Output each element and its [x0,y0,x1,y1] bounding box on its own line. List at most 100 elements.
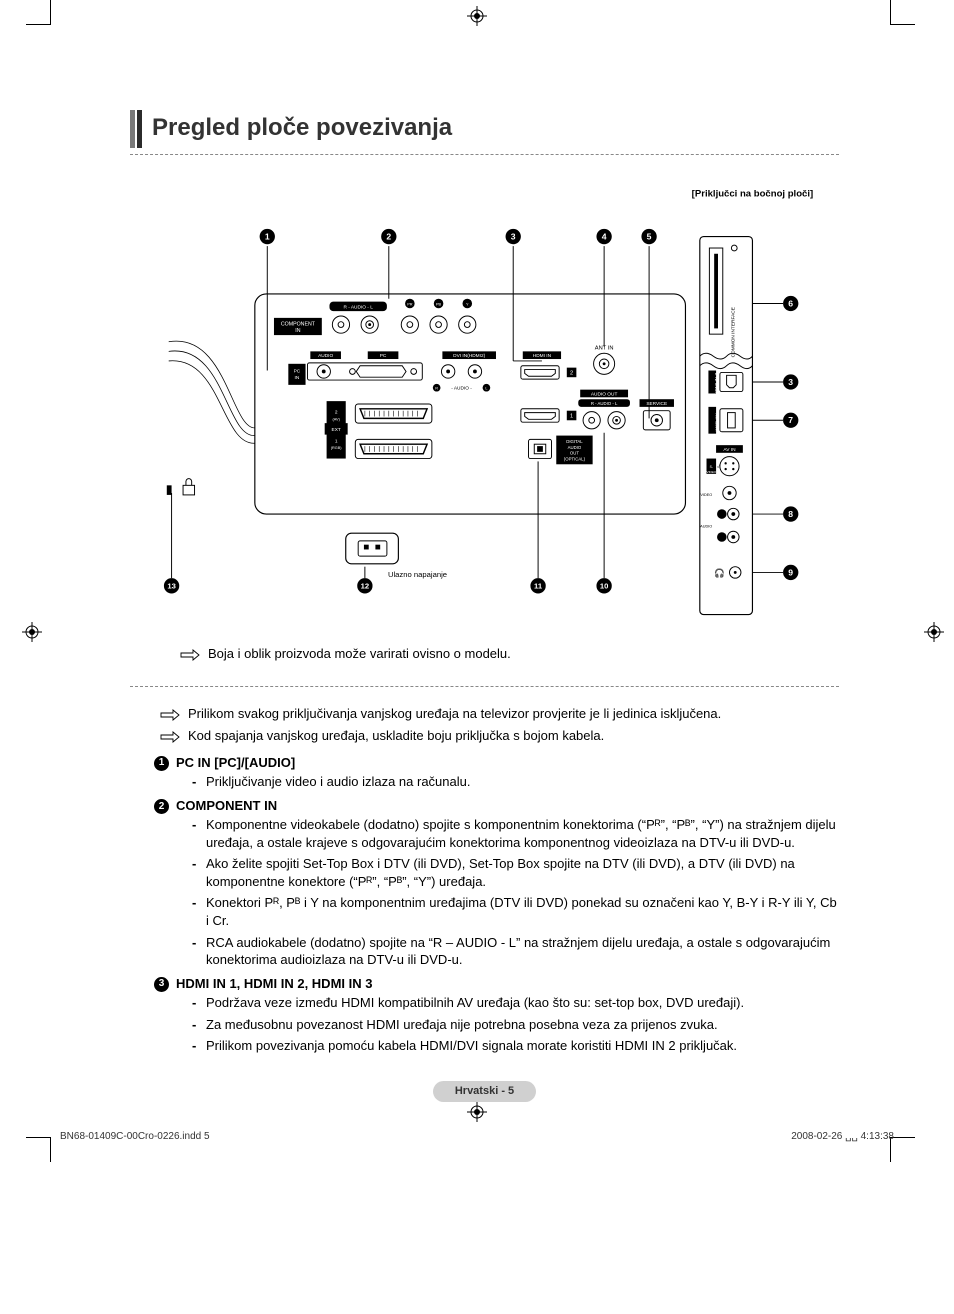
section-2: 2 COMPONENT IN Komponentne videokabele (… [130,797,839,969]
section-num-icon: 3 [154,977,169,992]
list-item: Prilikom povezivanja pomoću kabela HDMI/… [192,1037,839,1055]
section-3: 3 HDMI IN 1, HDMI IN 2, HDMI IN 3 Podrža… [130,975,839,1055]
svg-text:1: 1 [335,438,338,444]
svg-text:2: 2 [335,410,338,416]
svg-text:1: 1 [265,231,270,241]
svg-text:- AUDIO -: - AUDIO - [451,386,472,392]
svg-text:HDMI IN: HDMI IN [533,353,552,359]
svg-text:AV IN: AV IN [723,447,736,453]
audio-out-group: AUDIO OUT R - AUDIO - L [578,390,630,429]
note-text: Kod spajanja vanjskog uređaja, uskladite… [188,727,604,745]
kensington-lock-icon [167,479,195,495]
svg-text:COMMON INTERFACE: COMMON INTERFACE [730,307,736,357]
svg-text:VIDEO: VIDEO [707,470,717,474]
svg-text:PB: PB [436,302,442,306]
svg-text:R - AUDIO - L: R - AUDIO - L [591,401,618,406]
svg-text:🎧: 🎧 [714,568,725,578]
svg-text:9: 9 [788,567,793,577]
connection-diagram: [Priključci na bočnoj ploči] 1 2 3 4 5 [130,154,839,687]
svg-text:HDMI IN 3: HDMI IN 3 [714,372,720,395]
svg-text:R: R [435,387,438,391]
page-title: Pregled ploče povezivanja [152,110,452,148]
section-heading: PC IN [PC]/[AUDIO] [176,754,295,772]
page-number: Hrvatski - 5 [130,1081,839,1102]
side-panel-title: [Priključci na bočnoj ploči] [692,188,813,199]
svg-text:3: 3 [788,377,793,387]
svg-text:PC: PC [294,368,301,374]
section-heading: COMPONENT IN [176,797,277,815]
svg-text:7: 7 [788,415,793,425]
footer-left: BN68-01409C-00Cro-0226.indd 5 [60,1130,210,1144]
svg-text:DIGITAL: DIGITAL [566,439,583,444]
section-2-list: Komponentne videokabele (dodatno) spojit… [192,816,839,968]
svg-text:Ulazno napajanje: Ulazno napajanje [388,570,447,579]
general-note-2: Kod spajanja vanjskog uređaja, uskladite… [160,727,839,748]
ext-group: 2 (AV) 1 (RGB) EXT [325,401,432,458]
svg-text:(OPTICAL): (OPTICAL) [564,456,586,461]
print-footer: BN68-01409C-00Cro-0226.indd 5 2008-02-26… [60,1130,894,1144]
list-item: Podržava veze između HDMI kompatibilnih … [192,994,839,1012]
general-note-1: Prilikom svakog priključivanja vanjskog … [160,705,839,726]
svg-text:3: 3 [511,231,516,241]
note-arrow-icon [160,708,180,726]
svg-text:13: 13 [167,582,176,591]
svg-text:11: 11 [534,582,543,591]
svg-text:ANT IN: ANT IN [595,345,614,351]
diagram-svg: [Priključci na bočnoj ploči] 1 2 3 4 5 [140,169,829,639]
svg-text:8: 8 [788,509,793,519]
page: Pregled ploče povezivanja [Priključci na… [0,0,954,1162]
svg-text:L: L [485,387,487,391]
svg-text:AUDIO: AUDIO [700,524,712,528]
svg-text:R - AUDIO - L: R - AUDIO - L [343,304,373,310]
section-num-icon: 2 [154,799,169,814]
list-item: Ako želite spojiti Set-Top Box i DTV (il… [192,855,839,890]
note-arrow-icon [180,648,200,666]
svg-text:PR: PR [407,302,413,306]
list-item: Komponentne videokabele (dodatno) spojit… [192,816,839,851]
svg-text:VIDEO: VIDEO [700,493,712,497]
service-group: SERVICE [640,399,674,430]
section-num-icon: 1 [154,756,169,771]
svg-text:(AV): (AV) [333,417,341,421]
section-3-list: Podržava veze između HDMI kompatibilnih … [192,994,839,1055]
section-1-list: Priključivanje video i audio izlaza na r… [192,773,839,791]
svg-text:2: 2 [386,231,391,241]
optical-group: DIGITAL AUDIO OUT (OPTICAL) [529,436,593,465]
svg-text:AUDIO OUT: AUDIO OUT [591,391,618,397]
footer-right: 2008-02-26 ␣␣ 4:13:38 [791,1130,894,1144]
ant-in-group: ANT IN [594,345,615,374]
section-1: 1 PC IN [PC]/[AUDIO] Priključivanje vide… [130,754,839,791]
list-item: RCA audiokabele (dodatno) spojite na “R … [192,934,839,969]
page-number-label: Hrvatski - 5 [433,1081,536,1102]
svg-text:AUDIO: AUDIO [568,445,582,450]
svg-text:AUDIO: AUDIO [318,353,333,359]
list-item: Za međusobnu povezanost HDMI uređaja nij… [192,1016,839,1034]
title-block: Pregled ploče povezivanja [130,110,839,148]
svg-text:10: 10 [600,582,609,591]
diagram-note-text: Boja i oblik proizvoda može varirati ovi… [208,645,511,663]
svg-text:WISELINK: WISELINK [715,413,719,432]
svg-text:1: 1 [570,413,573,419]
svg-text:S-: S- [710,465,713,469]
section-heading: HDMI IN 1, HDMI IN 2, HDMI IN 3 [176,975,372,993]
side-panel: COMMON INTERFACE HDMI IN 3 WISELINK AV I… [700,237,753,615]
list-item: Priključivanje video i audio izlaza na r… [192,773,839,791]
svg-text:6: 6 [788,298,793,308]
component-in-group: COMPONENTIN R - AUDIO - L PR PB Y [274,299,476,337]
right-callouts: 6 3 7 8 9 [752,296,798,580]
svg-text:COMPONENT: COMPONENT [281,322,316,328]
svg-text:4: 4 [602,231,607,241]
svg-text:SERVICE: SERVICE [646,401,667,407]
svg-text:(RGB): (RGB) [331,446,343,450]
svg-text:12: 12 [361,582,369,591]
title-accent-bars [130,110,142,148]
svg-text:DVI IN(HDMI2): DVI IN(HDMI2) [453,353,485,359]
note-arrow-icon [160,730,180,748]
pc-in-group: AUDIO PC DVI IN(HDMI2) HDMI IN PCIN R - … [288,351,576,391]
svg-text:IN: IN [295,375,300,381]
svg-text:2: 2 [570,370,573,376]
svg-text:PC: PC [380,353,387,359]
power-connector: Ulazno napajanje [346,533,447,579]
diagram-note: Boja i oblik proizvoda može varirati ovi… [180,645,829,666]
svg-text:EXT: EXT [332,427,341,433]
